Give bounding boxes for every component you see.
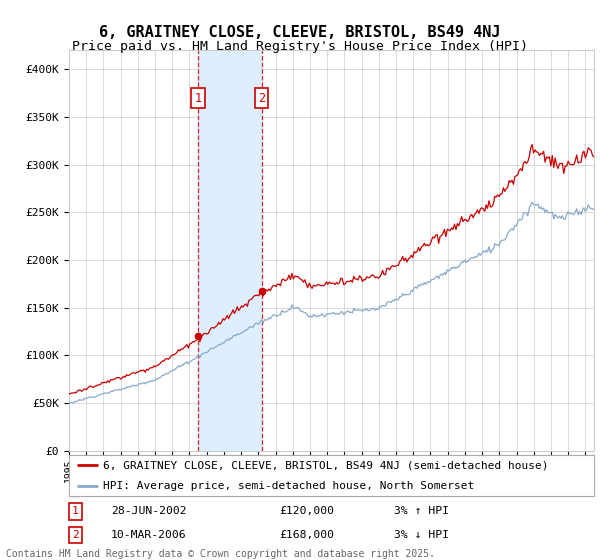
Text: 6, GRAITNEY CLOSE, CLEEVE, BRISTOL, BS49 4NJ (semi-detached house): 6, GRAITNEY CLOSE, CLEEVE, BRISTOL, BS49…	[103, 460, 548, 470]
Text: Contains HM Land Registry data © Crown copyright and database right 2025.
This d: Contains HM Land Registry data © Crown c…	[6, 549, 435, 560]
Text: 2: 2	[72, 530, 79, 540]
Text: £120,000: £120,000	[279, 506, 334, 516]
Bar	[198, 50, 262, 451]
Text: 10-MAR-2006: 10-MAR-2006	[111, 530, 187, 540]
Text: 3% ↓ HPI: 3% ↓ HPI	[395, 530, 449, 540]
Text: HPI: Average price, semi-detached house, North Somerset: HPI: Average price, semi-detached house,…	[103, 480, 475, 491]
Text: 3% ↑ HPI: 3% ↑ HPI	[395, 506, 449, 516]
Text: Price paid vs. HM Land Registry's House Price Index (HPI): Price paid vs. HM Land Registry's House …	[72, 40, 528, 53]
Text: 1: 1	[194, 92, 202, 105]
Text: 28-JUN-2002: 28-JUN-2002	[111, 506, 187, 516]
Text: 2: 2	[258, 92, 265, 105]
Text: 6, GRAITNEY CLOSE, CLEEVE, BRISTOL, BS49 4NJ: 6, GRAITNEY CLOSE, CLEEVE, BRISTOL, BS49…	[99, 25, 501, 40]
Text: £168,000: £168,000	[279, 530, 334, 540]
Text: 1: 1	[72, 506, 79, 516]
